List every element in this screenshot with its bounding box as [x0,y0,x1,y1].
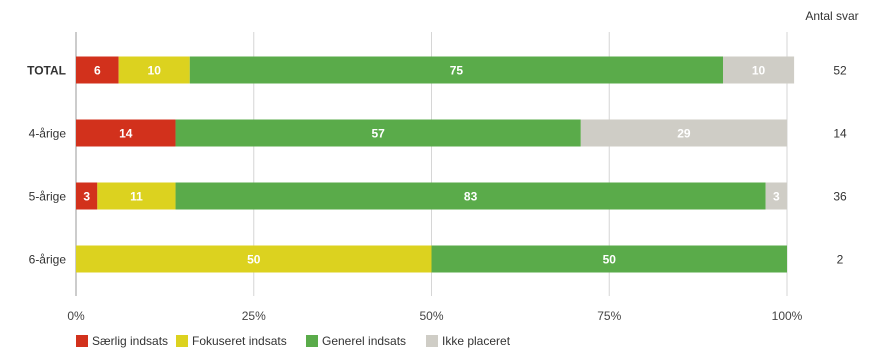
x-tick-label: 50% [419,309,443,323]
x-tick-label: 25% [242,309,266,323]
data-label: 57 [371,127,385,141]
bar-segment [723,56,795,84]
x-tick-label: 0% [67,309,85,323]
category-label: 4-årige [29,127,67,141]
legend-label: Generel indsats [322,334,406,348]
category-labels: TOTAL 4-årige 5-årige 6-årige [27,64,66,267]
x-tick-labels: 0% 25% 50% 75% 100% [67,309,802,323]
data-label: 29 [677,127,691,141]
category-label: 5-årige [29,190,67,204]
bar-segment [97,182,176,210]
segment-labels: 6 10 75 10 14 57 29 3 11 83 3 50 50 [83,64,780,267]
legend-swatch [76,335,88,347]
data-label: 75 [450,64,464,78]
data-label: 83 [464,190,478,204]
data-label: 3 [773,190,780,204]
bar-segment [189,56,724,84]
bar-segments [76,56,795,273]
data-label: 50 [603,253,617,267]
bar-segment [76,245,432,273]
count-value: 52 [833,64,847,78]
data-label: 10 [148,64,162,78]
count-value: 14 [833,127,847,141]
legend-swatch [176,335,188,347]
bar-segment [175,119,581,147]
count-column-header: Antal svar [805,9,858,23]
category-label: TOTAL [27,64,66,78]
legend-label: Særlig indsats [92,334,168,348]
data-label: 3 [83,190,90,204]
bar-segment [76,182,98,210]
bar-segment [76,119,176,147]
bar-segment [580,119,787,147]
bar-segment [175,182,766,210]
count-value: 2 [837,253,844,267]
legend-swatch [306,335,318,347]
data-label: 50 [247,253,261,267]
bar-segment [118,56,190,84]
legend-swatch [426,335,438,347]
count-value: 36 [833,190,847,204]
legend-label: Ikke placeret [442,334,511,348]
bar-segment [765,182,787,210]
bar-segment [431,245,787,273]
x-tick-label: 75% [597,309,621,323]
x-tick-label: 100% [772,309,803,323]
count-values: 52 14 36 2 [833,64,847,267]
data-label: 11 [130,190,143,204]
category-label: 6-årige [29,253,67,267]
data-label: 10 [752,64,766,78]
data-label: 6 [94,64,101,78]
data-label: 14 [119,127,133,141]
legend-label: Fokuseret indsats [192,334,287,348]
bar-segment [76,56,119,84]
legend: Særlig indsats Fokuseret indsats Generel i… [76,334,511,348]
